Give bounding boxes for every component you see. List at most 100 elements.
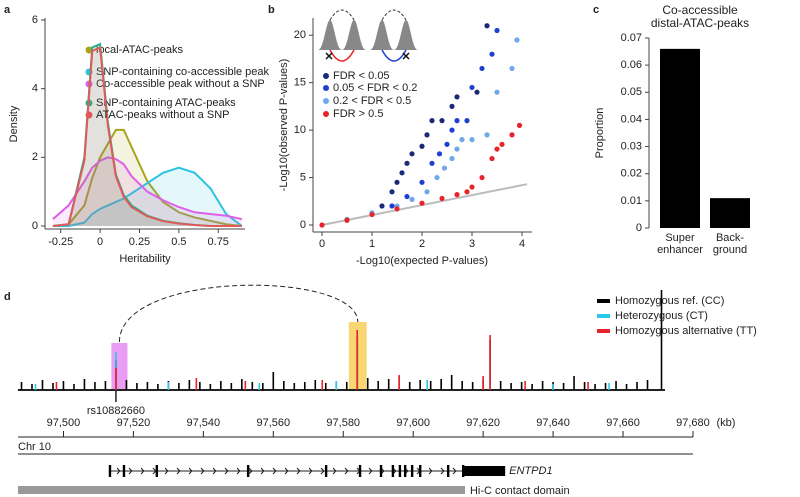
x-tick-label: 97,680 (676, 417, 710, 429)
strand-arrow (128, 467, 133, 475)
point (424, 132, 430, 138)
point (474, 89, 480, 95)
chart-title: Co-accessible distal-ATAC-peaks (650, 3, 750, 30)
point (489, 51, 495, 57)
density-line (52, 46, 242, 227)
x-tick-label: 1 (369, 238, 375, 250)
legend-swatch (323, 73, 329, 79)
point (469, 184, 475, 190)
y-tick-label: 20 (294, 29, 306, 41)
x-tick-label: 97,560 (256, 417, 290, 429)
hic-domain (18, 486, 465, 494)
strand-arrow (224, 467, 229, 475)
x-tick-label: 2 (419, 238, 425, 250)
point (404, 193, 410, 200)
point (424, 189, 430, 195)
point (444, 141, 450, 147)
x-tick-label: 97,600 (396, 417, 430, 429)
point (469, 137, 475, 143)
exon (155, 465, 159, 477)
interaction-arc (118, 284, 359, 343)
point (494, 27, 500, 34)
x-tick-label: Super enhancer (657, 232, 703, 256)
y-axis-label: -Log10(observed P-values) (278, 59, 290, 192)
strand-arrow (368, 467, 373, 475)
x-tick-label: 0.75 (208, 236, 229, 248)
point (419, 200, 425, 206)
legend-label: FDR > 0.5 (333, 108, 383, 120)
point (344, 217, 350, 223)
density-area (52, 44, 242, 227)
point (494, 89, 500, 95)
legend-label: FDR < 0.05 (333, 70, 390, 82)
strand-arrow (332, 467, 337, 475)
point (489, 155, 495, 162)
strand-arrow (164, 467, 169, 475)
legend-label: SNP-containing ATAC-peaks (96, 97, 236, 109)
legend-swatch (85, 111, 93, 119)
schematic-arc (329, 49, 355, 62)
snp-label: rs10882660 (87, 405, 145, 417)
gene-utr (463, 466, 506, 476)
y-tick-label: 0 (636, 222, 642, 234)
point (514, 37, 520, 43)
hic-domain-label: Hi-C contact domain (470, 485, 570, 497)
legend-swatch (323, 85, 329, 91)
y-tick-label: 0 (300, 219, 306, 231)
point (454, 146, 460, 152)
snp-cross (325, 52, 410, 60)
y-tick-label: 0.05 (621, 86, 642, 98)
point (439, 195, 445, 202)
point (449, 103, 455, 109)
x-tick-label: 4 (519, 238, 525, 250)
x-tick-label: 97,540 (187, 417, 221, 429)
strand-arrow (236, 467, 241, 475)
point (499, 141, 505, 147)
strand-arrow (428, 467, 433, 475)
x-tick-label: -0.25 (48, 236, 73, 248)
exon (108, 465, 112, 477)
schematic-arc (329, 9, 407, 21)
legend-swatch (323, 98, 329, 104)
point (479, 174, 485, 181)
strand-arrow (452, 467, 457, 475)
x-axis-label: Heritability (119, 253, 171, 265)
x-tick-label: 97,500 (47, 417, 81, 429)
legend-label: Co-accessible peak without a SNP (96, 78, 265, 90)
point (469, 84, 475, 91)
strand-arrow (200, 467, 205, 475)
point (494, 146, 500, 152)
reference-line (321, 183, 528, 226)
exon (122, 465, 126, 477)
point (454, 118, 460, 124)
point (479, 65, 485, 72)
strand-arrow (140, 467, 145, 475)
legend-label: Homozygous ref. (CC) (615, 295, 724, 307)
y-tick-label: 6 (32, 14, 38, 26)
panel-label: b (268, 4, 275, 16)
strand-arrow (116, 467, 121, 475)
point (454, 192, 460, 198)
y-axis-label: Proportion (594, 108, 606, 159)
strand-arrow (284, 467, 289, 475)
panel-label: a (4, 4, 11, 16)
point (484, 132, 490, 138)
schematic-peak (318, 20, 366, 50)
x-tick-label: 97,580 (326, 417, 360, 429)
point (441, 165, 448, 171)
x-axis-label: -Log10(expected P-values) (356, 255, 488, 267)
y-tick-label: 10 (294, 124, 306, 136)
legend-label: 0.05 < FDR < 0.2 (333, 82, 417, 94)
point (419, 143, 425, 149)
chromosome-label: Chr 10 (18, 441, 51, 453)
panel-label: d (4, 291, 11, 303)
point (509, 65, 515, 72)
x-unit: (kb) (717, 417, 736, 429)
exon (418, 465, 422, 477)
y-tick-label: 2 (32, 151, 38, 163)
x-tick-label: 0 (97, 236, 103, 248)
x-tick-label: 0.25 (129, 236, 150, 248)
exon (391, 465, 395, 477)
point (429, 118, 435, 124)
